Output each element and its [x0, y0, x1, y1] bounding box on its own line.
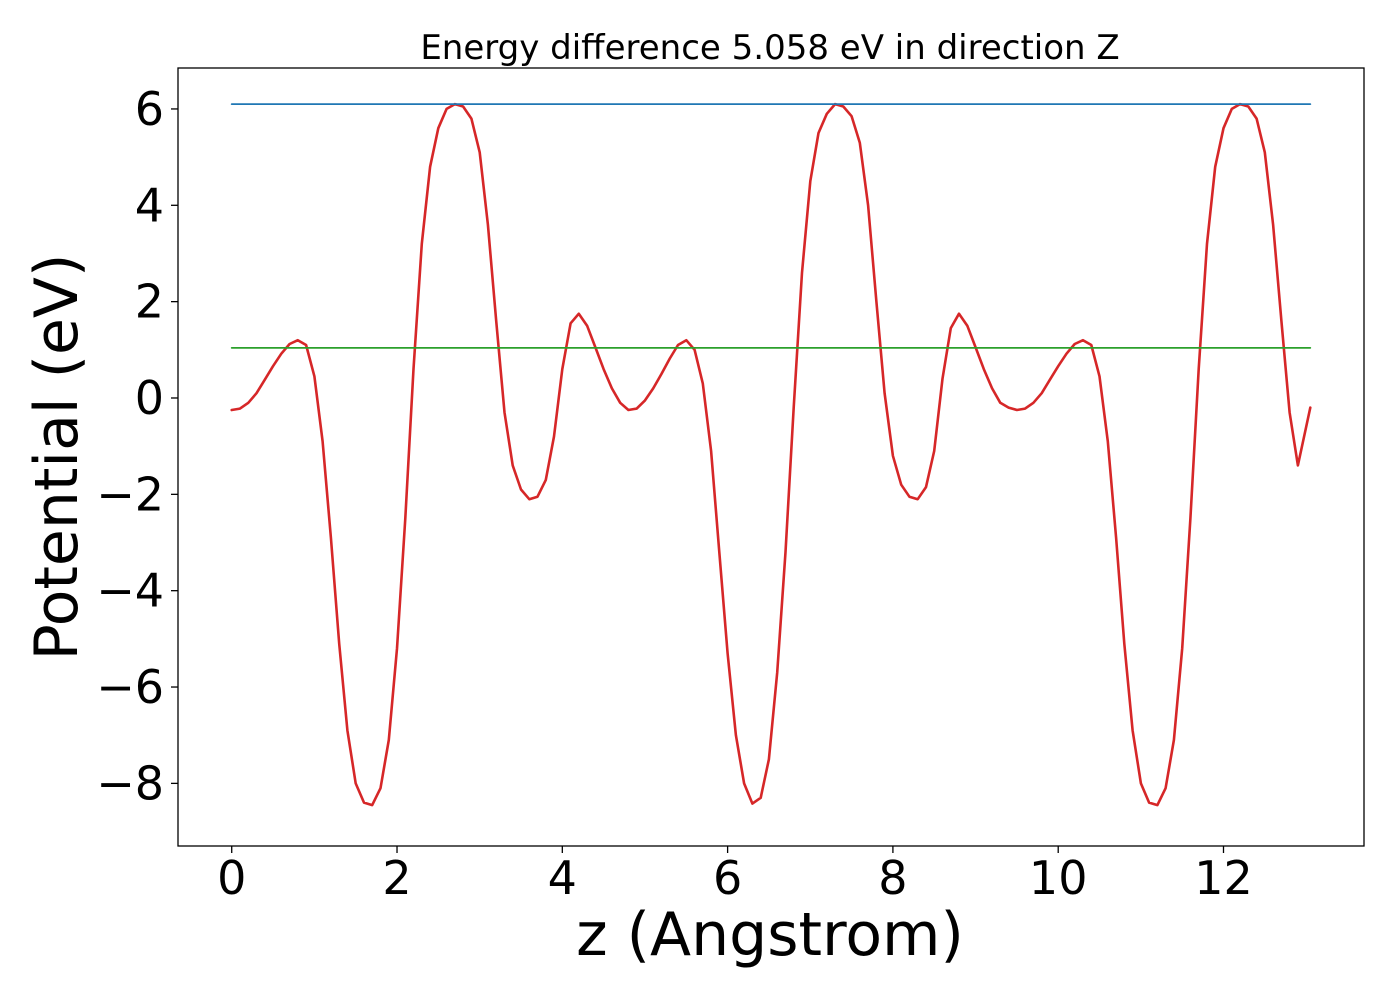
y-tick-label: −4	[96, 564, 164, 618]
x-tick-label: 6	[713, 851, 742, 905]
potential-curve-series	[230, 102, 1312, 807]
x-tick-label: 8	[878, 851, 907, 905]
plot-area	[230, 102, 1312, 807]
y-axis-label: Potential (eV)	[22, 254, 92, 661]
y-tick-label: −2	[96, 467, 164, 521]
y-tick-label: 4	[135, 178, 164, 232]
plot-frame	[177, 67, 1365, 847]
x-tick-label: 12	[1194, 851, 1253, 905]
y-tick-label: 6	[135, 82, 164, 136]
y-tick-label: −6	[96, 660, 164, 714]
chart-title: Energy difference 5.058 eV in direction …	[420, 28, 1119, 68]
x-tick-label: 2	[382, 851, 411, 905]
x-tick-label: 4	[548, 851, 577, 905]
y-tick-label: −8	[96, 756, 164, 810]
x-axis-label: z (Angstrom)	[576, 900, 964, 970]
y-tick-label: 2	[135, 275, 164, 329]
x-tick-label: 10	[1029, 851, 1088, 905]
axes: 0 2 4 6 8 10 12 6 4 2 0 −2 −4 −6 −8	[96, 82, 1253, 905]
x-tick-label: 0	[217, 851, 246, 905]
y-tick-label: 0	[135, 371, 164, 425]
